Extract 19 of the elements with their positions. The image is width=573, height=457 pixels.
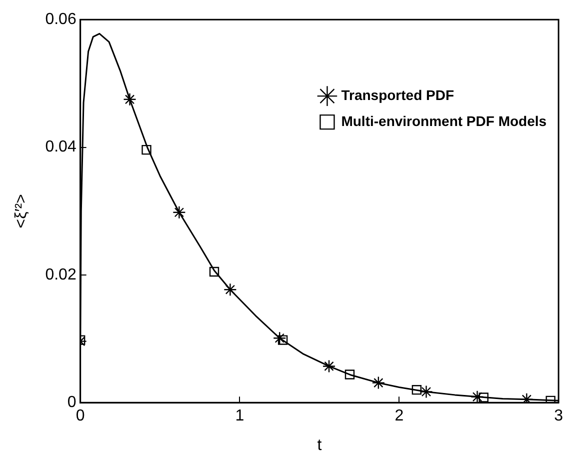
point [172,206,186,219]
x-axis-title: t [317,436,322,454]
point [224,283,237,296]
y-tick-label: 0.06 [45,11,76,28]
point [123,92,136,106]
x-tick-label: 2 [394,408,404,425]
legend-label: Transported PDF [341,86,454,103]
point [470,390,484,403]
point [272,332,286,345]
y-tick-label: 0.04 [45,138,76,156]
y-tick-label: 0 [67,394,76,412]
legend-label: Multi-environment PDF Models [341,112,547,129]
x-tick-label: 1 [235,408,244,425]
x-tick-label: 3 [554,408,564,425]
point [420,385,433,398]
point [322,360,336,373]
point [372,376,386,390]
y-axis-title: <ξ′²> [13,194,30,228]
y-tick-label: 0.02 [45,266,76,284]
